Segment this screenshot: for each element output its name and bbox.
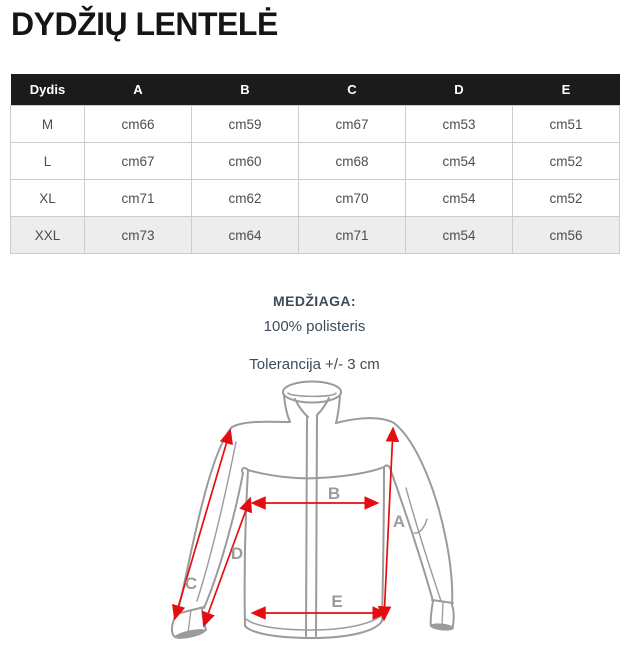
label-a: A: [393, 512, 405, 531]
value-cell: cm60: [191, 142, 299, 180]
size-cell: XL: [10, 179, 85, 217]
table-header-row: Dydis A B C D E: [10, 74, 620, 106]
value-cell: cm71: [298, 216, 406, 254]
label-e: E: [331, 592, 342, 611]
page-title: DYDŽIŲ LENTELĖ: [11, 6, 278, 42]
label-d: D: [231, 544, 243, 563]
jacket-cuff-shading: [174, 623, 454, 639]
label-c: C: [185, 574, 197, 593]
table-header-c: C: [298, 74, 406, 106]
value-cell: cm67: [84, 142, 192, 180]
table-header-d: D: [405, 74, 513, 106]
jacket-measurement-svg: B A D C E: [170, 380, 455, 639]
table-row-m: M cm66 cm59 cm67 cm53 cm51: [10, 105, 620, 143]
value-cell: cm52: [512, 179, 620, 217]
label-b: B: [328, 484, 340, 503]
material-label: MEDŽIAGA:: [273, 293, 356, 309]
table-header-e: E: [512, 74, 620, 106]
table-row-xxl: XXL cm73 cm64 cm71 cm54 cm56: [10, 216, 620, 254]
jacket-diagram: B A D C E: [140, 370, 500, 649]
value-cell: cm52: [512, 142, 620, 180]
value-cell: cm54: [405, 216, 513, 254]
size-cell: M: [10, 105, 85, 143]
value-cell: cm64: [191, 216, 299, 254]
value-cell: cm51: [512, 105, 620, 143]
value-cell: cm54: [405, 142, 513, 180]
value-cell: cm71: [84, 179, 192, 217]
arrow-a: [377, 426, 400, 622]
arrow-d: [201, 496, 253, 628]
value-cell: cm68: [298, 142, 406, 180]
table-header-b: B: [191, 74, 299, 106]
size-cell: L: [10, 142, 85, 180]
value-cell: cm73: [84, 216, 192, 254]
arrow-c: [172, 428, 233, 621]
table-header-a: A: [84, 74, 192, 106]
measurement-arrows: [172, 426, 400, 628]
value-cell: cm67: [298, 105, 406, 143]
value-cell: cm53: [405, 105, 513, 143]
value-cell: cm59: [191, 105, 299, 143]
value-cell: cm62: [191, 179, 299, 217]
table-row-xl: XL cm71 cm62 cm70 cm54 cm52: [10, 179, 620, 217]
value-cell: cm66: [84, 105, 192, 143]
size-cell: XXL: [10, 216, 85, 254]
value-cell: cm54: [405, 179, 513, 217]
size-table: Dydis A B C D E M cm66 cm59 cm67 cm53 cm…: [10, 74, 620, 254]
material-value: 100% polisteris: [263, 318, 366, 335]
table-row-l: L cm67 cm60 cm68 cm54 cm52: [10, 142, 620, 180]
value-cell: cm70: [298, 179, 406, 217]
tolerance-text: Tolerancija +/- 3 cm: [249, 356, 380, 373]
table-header-size: Dydis: [10, 74, 85, 106]
material-section: MEDŽIAGA: 100% polisteris Tolerancija +/…: [0, 293, 629, 373]
value-cell: cm56: [512, 216, 620, 254]
